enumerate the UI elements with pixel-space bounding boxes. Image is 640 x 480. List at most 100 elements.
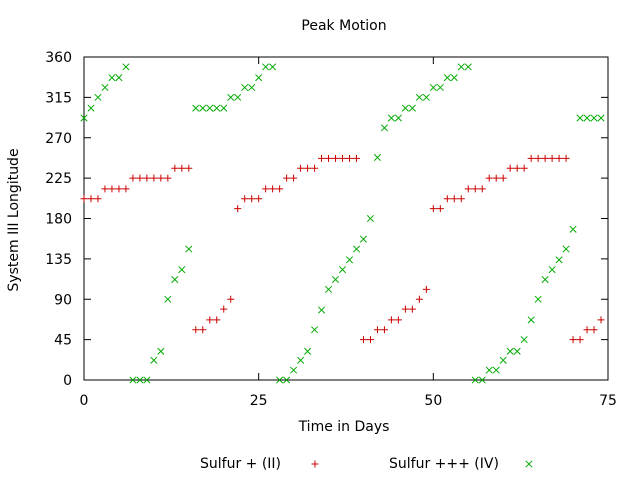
data-point-sulfur-ii [527, 154, 535, 162]
data-point-sulfur-iv [283, 376, 291, 384]
data-point-sulfur-iv [359, 235, 368, 243]
data-point-sulfur-iv [269, 63, 277, 71]
data-point-sulfur-iv [387, 114, 395, 122]
data-point-sulfur-ii [248, 195, 256, 203]
data-point-sulfur-iv [401, 104, 409, 112]
data-point-sulfur-ii [115, 185, 123, 193]
data-point-sulfur-ii [415, 295, 423, 303]
data-point-sulfur-iv [422, 93, 430, 101]
data-point-sulfur-iv [429, 83, 437, 92]
data-point-sulfur-ii [541, 154, 549, 162]
data-point-sulfur-iv [227, 93, 235, 101]
data-point-sulfur-iv [324, 285, 333, 293]
data-point-sulfur-iv [527, 316, 535, 324]
data-point-sulfur-iv [206, 104, 214, 112]
data-point-sulfur-ii [499, 174, 507, 182]
data-point-sulfur-ii [255, 195, 263, 203]
data-point-sulfur-iv [143, 376, 151, 384]
data-point-sulfur-ii [262, 185, 270, 193]
data-point-sulfur-ii [548, 154, 556, 162]
data-point-sulfur-iv [311, 326, 319, 334]
data-point-sulfur-iv [583, 114, 591, 122]
data-point-sulfur-ii [199, 326, 207, 334]
data-point-sulfur-iv [297, 356, 305, 364]
data-point-sulfur-ii [590, 326, 598, 334]
data-point-sulfur-iv [185, 245, 193, 253]
data-point-sulfur-ii [318, 154, 326, 162]
data-point-sulfur-ii [576, 336, 584, 344]
data-point-sulfur-ii [276, 185, 284, 193]
data-point-sulfur-ii [597, 316, 605, 324]
data-point-sulfur-ii [94, 195, 102, 203]
data-point-sulfur-iv [171, 275, 179, 284]
data-point-sulfur-iv [108, 74, 116, 82]
data-point-sulfur-ii [164, 174, 172, 182]
x-tick-label: 0 [80, 393, 89, 409]
data-point-sulfur-iv [506, 347, 514, 355]
legend-label-sulfur-iv: Sulfur +++ (IV) [389, 456, 499, 472]
data-point-sulfur-ii [373, 326, 381, 334]
data-point-sulfur-iv [548, 266, 556, 274]
data-point-sulfur-iv [192, 104, 200, 112]
data-point-sulfur-ii [457, 195, 465, 203]
data-point-sulfur-ii [583, 326, 591, 334]
data-point-sulfur-ii [569, 336, 577, 344]
y-tick-label: 135 [45, 252, 72, 268]
y-tick-label: 90 [54, 292, 72, 308]
y-tick-label: 270 [45, 131, 72, 147]
data-point-sulfur-ii [464, 185, 472, 193]
data-point-sulfur-ii [520, 164, 528, 172]
x-tick-label: 25 [250, 393, 268, 409]
data-point-sulfur-iv [241, 83, 249, 92]
data-point-sulfur-ii [436, 205, 444, 213]
data-point-sulfur-ii [178, 164, 186, 172]
data-point-sulfur-iv [485, 366, 493, 374]
data-point-sulfur-ii [269, 185, 277, 193]
data-point-sulfur-iv [115, 74, 123, 82]
data-point-sulfur-iv [157, 347, 165, 355]
x-tick-label: 50 [424, 393, 442, 409]
data-point-sulfur-iv [122, 63, 130, 71]
data-point-sulfur-ii [122, 185, 130, 193]
data-point-sulfur-iv [345, 256, 354, 264]
y-axis-label: System III Longitude [6, 148, 22, 292]
data-point-sulfur-iv [597, 114, 605, 122]
data-point-sulfur-iv [450, 74, 458, 82]
data-point-sulfur-iv [380, 124, 388, 132]
data-point-sulfur-iv [415, 93, 423, 101]
data-point-sulfur-ii [422, 285, 430, 293]
data-point-sulfur-ii [87, 195, 95, 203]
data-point-sulfur-iv [443, 74, 451, 82]
x-tick-label: 75 [599, 393, 617, 409]
data-point-sulfur-ii [80, 195, 88, 203]
data-point-sulfur-ii [171, 164, 179, 172]
data-point-sulfur-ii [206, 316, 214, 324]
data-point-sulfur-ii [332, 154, 340, 162]
data-point-sulfur-ii [366, 336, 374, 344]
data-point-sulfur-iv [457, 63, 465, 71]
data-point-sulfur-ii [352, 154, 360, 162]
data-point-sulfur-iv [394, 114, 402, 122]
data-point-sulfur-ii [408, 305, 416, 313]
data-point-sulfur-ii [492, 174, 500, 182]
data-point-sulfur-ii [450, 195, 458, 203]
data-point-sulfur-iv [562, 245, 570, 253]
data-point-sulfur-ii [297, 164, 305, 172]
data-point-sulfur-ii [227, 295, 235, 303]
y-tick-label: 45 [54, 333, 72, 349]
data-point-sulfur-iv [87, 104, 95, 112]
x-axis-label: Time in Days [298, 419, 390, 435]
data-point-sulfur-iv [436, 83, 444, 92]
data-point-sulfur-iv [94, 93, 102, 101]
y-tick-label: 180 [45, 212, 72, 228]
data-point-sulfur-ii [534, 154, 542, 162]
data-point-sulfur-iv [220, 104, 228, 112]
data-point-sulfur-iv [304, 347, 312, 355]
data-point-sulfur-ii [387, 316, 395, 324]
data-point-sulfur-iv [178, 266, 186, 274]
data-point-sulfur-ii [380, 326, 388, 334]
y-tick-label: 360 [45, 50, 72, 66]
data-point-sulfur-iv [234, 93, 242, 101]
data-point-sulfur-iv [129, 376, 137, 384]
data-point-sulfur-iv [520, 336, 528, 344]
